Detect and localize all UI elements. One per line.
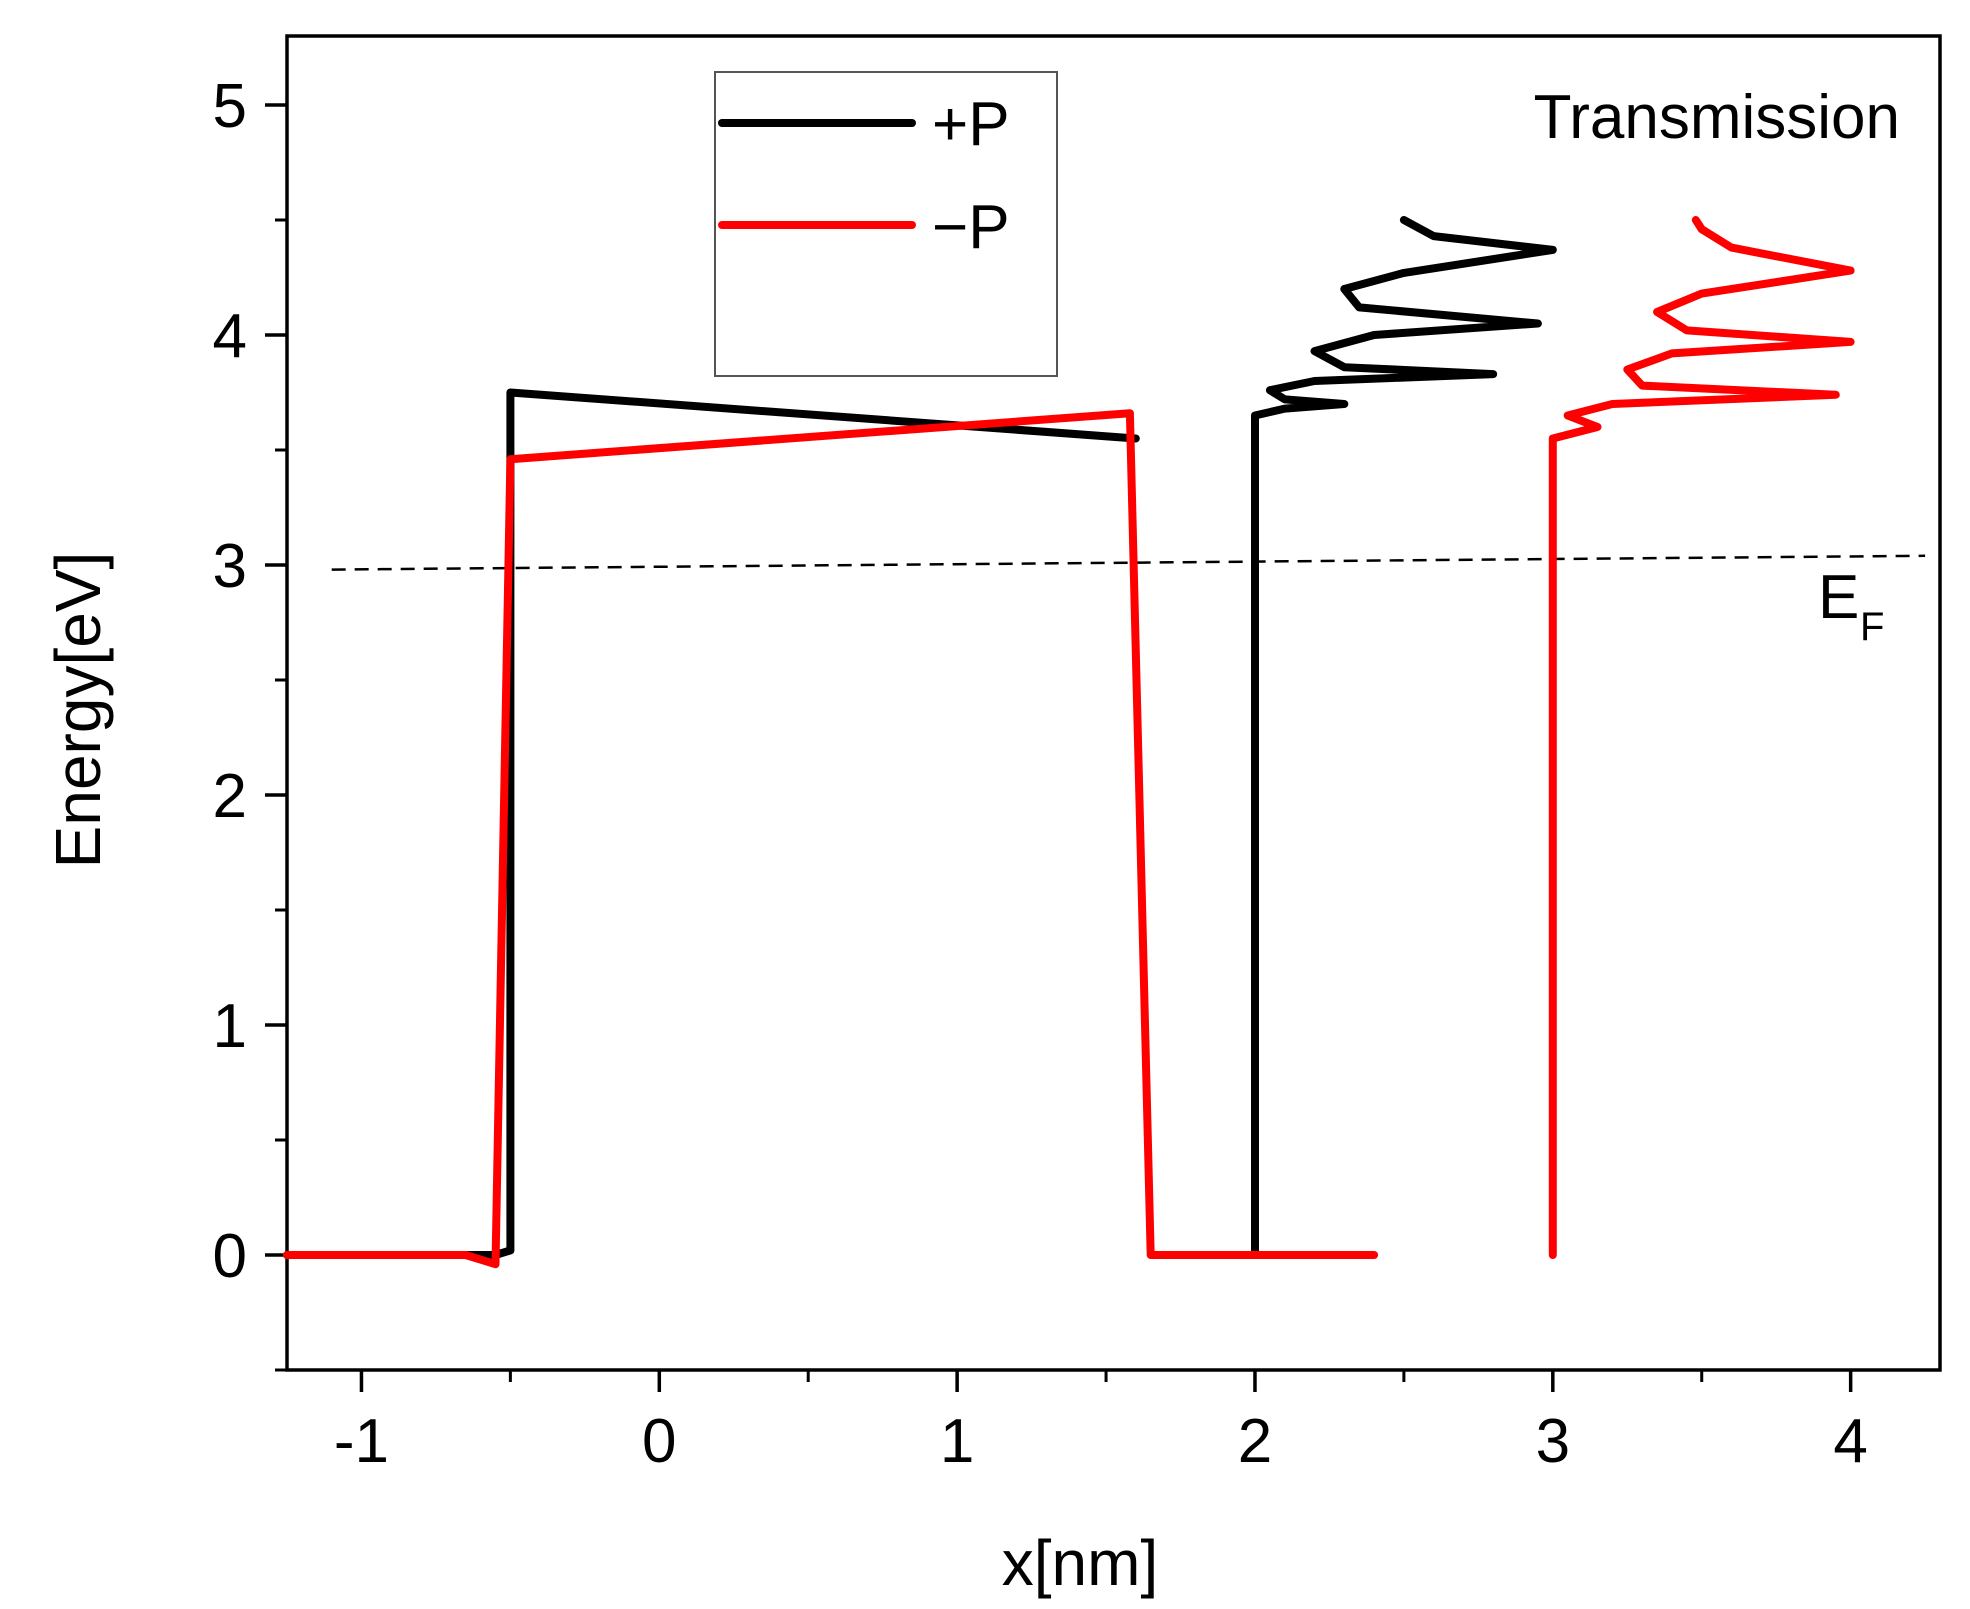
y-tick-label: 5 [213, 72, 247, 141]
series-layer [283, 216, 1926, 1269]
legend-label-minus-p: −P [932, 193, 1010, 262]
series-plus-p-transmission-line [1251, 216, 1557, 1259]
fermi-label: E [1818, 563, 1859, 632]
y-axis-title: Energy[eV] [42, 552, 114, 869]
fermi-subscript: F [1860, 605, 1884, 649]
transmission-annotation: Transmission [1534, 83, 1900, 152]
y-tick-label: 4 [213, 302, 247, 371]
series-plus-p-band-line [283, 388, 1140, 1259]
series-minus-p-transmission-line [1548, 216, 1855, 1259]
y-tick-label: 3 [213, 532, 247, 601]
plot-frame [285, 34, 1942, 1372]
x-tick-label: 3 [1536, 1407, 1570, 1476]
y-tick-label: 1 [213, 992, 247, 1061]
x-tick-label: 1 [940, 1407, 974, 1476]
y-tick-label: 2 [213, 762, 247, 831]
x-tick-label: 0 [642, 1407, 676, 1476]
x-tick-label: -1 [334, 1407, 389, 1476]
axis-tick-labels: -1 0 1 2 3 4 0 1 2 3 4 5 [213, 72, 1868, 1476]
y-tick-label: 0 [213, 1222, 247, 1291]
legend-label-plus-p: +P [932, 90, 1010, 159]
x-tick-label: 4 [1833, 1407, 1867, 1476]
x-tick-label: 2 [1238, 1407, 1272, 1476]
x-axis-title: x[nm] [1002, 1527, 1158, 1599]
fermi-level-line [331, 554, 1926, 571]
axis-ticks [265, 103, 1853, 1392]
series-minus-p-band-line [283, 409, 1379, 1269]
legend: +P −P [714, 71, 1058, 377]
